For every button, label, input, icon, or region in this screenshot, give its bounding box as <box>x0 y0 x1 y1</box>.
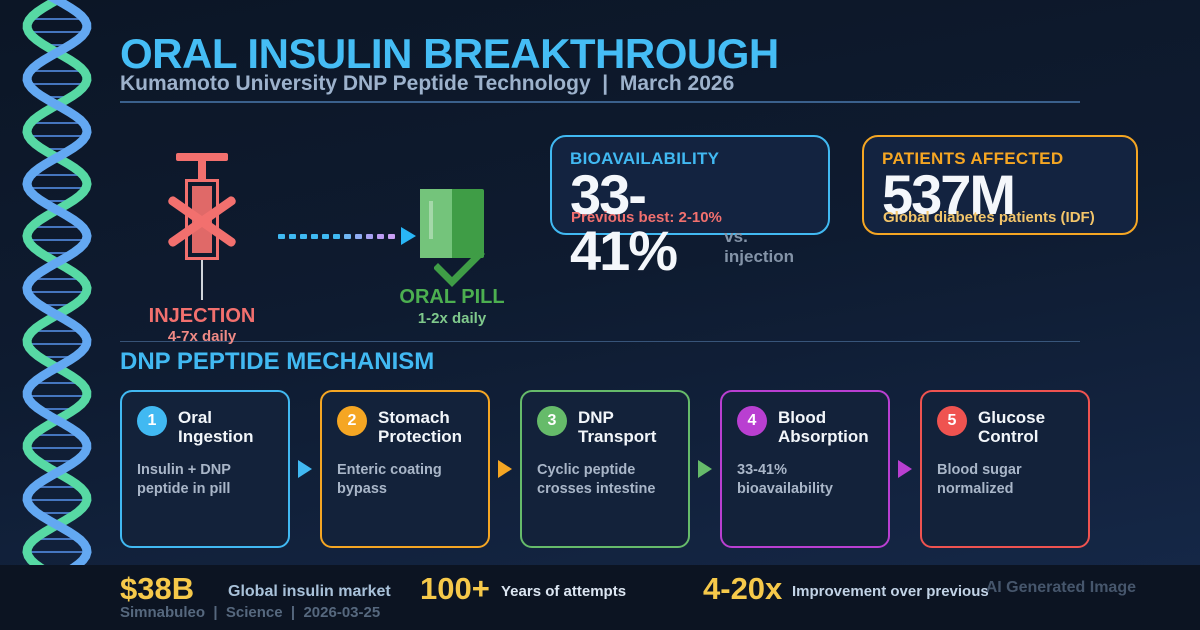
page-title: ORAL INSULIN BREAKTHROUGH <box>120 30 779 77</box>
footer-stat-value: $38B <box>120 571 195 606</box>
footer-stat-label: Improvement over previous <box>792 583 989 600</box>
footer-bar: $38B Global insulin market 100+ Years of… <box>0 565 1200 630</box>
mechanism-step-card: 3 DNP Transport Cyclic peptide crosses i… <box>520 390 690 548</box>
stat-card-title: BIOAVAILABILITY <box>570 149 720 168</box>
step-title: DNP Transport <box>578 408 657 447</box>
header-divider <box>120 101 1080 103</box>
stat-card-suffix: vs. injection <box>724 227 795 266</box>
step-description: Enteric coating bypass <box>337 462 442 497</box>
injection-frequency: 4-7x daily <box>167 328 237 345</box>
footer-stat-value: 4-20x <box>703 571 783 606</box>
step-number-badge: 1 <box>137 406 167 436</box>
syringe-plunger-icon <box>176 153 228 161</box>
mechanism-step-card: 1 Oral Ingestion Insulin + DNP peptide i… <box>120 390 290 548</box>
patients-affected-card: PATIENTS AFFECTED 537M Global diabetes p… <box>862 135 1138 235</box>
step-title: Blood Absorption <box>778 408 869 447</box>
section-divider <box>120 341 1080 342</box>
step-arrow-icon <box>498 460 512 478</box>
mechanism-step-card: 4 Blood Absorption 33-41% bioavailabilit… <box>720 390 890 548</box>
checkmark-icon <box>434 250 485 287</box>
footer-stat-label: Global insulin market <box>228 583 391 600</box>
step-arrow-icon <box>898 460 912 478</box>
step-number-badge: 4 <box>737 406 767 436</box>
step-number-badge: 3 <box>537 406 567 436</box>
footer-stat-value: 100+ <box>420 571 490 606</box>
footer-source: Simnabuleo | Science | 2026-03-25 <box>120 604 381 621</box>
stat-card-value: 537M <box>882 163 1016 226</box>
stat-card-value: 33-41% <box>570 163 678 282</box>
mechanism-heading: DNP PEPTIDE MECHANISM <box>120 348 435 375</box>
bioavailability-card: BIOAVAILABILITY 33-41% vs. injection Pre… <box>550 135 830 279</box>
oral-pill-label: ORAL PILL <box>399 286 505 308</box>
step-title: Stomach Protection <box>378 408 463 447</box>
step-description: Blood sugar normalized <box>937 462 1022 497</box>
mechanism-steps: 1 Oral Ingestion Insulin + DNP peptide i… <box>120 390 1090 548</box>
step-number-badge: 2 <box>337 406 367 436</box>
stat-card-title: PATIENTS AFFECTED <box>882 149 1064 168</box>
dna-helix-icon <box>22 0 92 565</box>
mechanism-step-card: 5 Glucose Control Blood sugar normalized <box>920 390 1090 548</box>
step-number-badge: 5 <box>937 406 967 436</box>
footer-stat-label: Years of attempts <box>501 583 627 600</box>
pill-icon <box>420 189 484 258</box>
step-description: Cyclic peptide crosses intestine <box>537 462 656 497</box>
oral-pill-frequency: 1-2x daily <box>417 310 487 327</box>
step-arrow-icon <box>698 460 712 478</box>
step-title: Oral Ingestion <box>178 408 254 447</box>
step-description: Insulin + DNP peptide in pill <box>137 462 231 497</box>
step-description: 33-41% bioavailability <box>737 462 833 497</box>
stat-card-note: Previous best: 2-10% <box>571 209 722 226</box>
injection-label: INJECTION <box>148 305 256 327</box>
step-arrow-icon <box>298 460 312 478</box>
syringe-needle-icon <box>201 260 203 300</box>
step-title: Glucose Control <box>978 408 1046 447</box>
syringe-stem-icon <box>198 160 206 182</box>
dashed-arrow-icon <box>278 227 416 245</box>
mechanism-step-card: 2 Stomach Protection Enteric coating byp… <box>320 390 490 548</box>
page-subtitle: Kumamoto University DNP Peptide Technolo… <box>120 72 735 95</box>
ai-watermark: AI Generated Image <box>985 579 1136 596</box>
stat-card-note: Global diabetes patients (IDF) <box>883 209 1095 226</box>
